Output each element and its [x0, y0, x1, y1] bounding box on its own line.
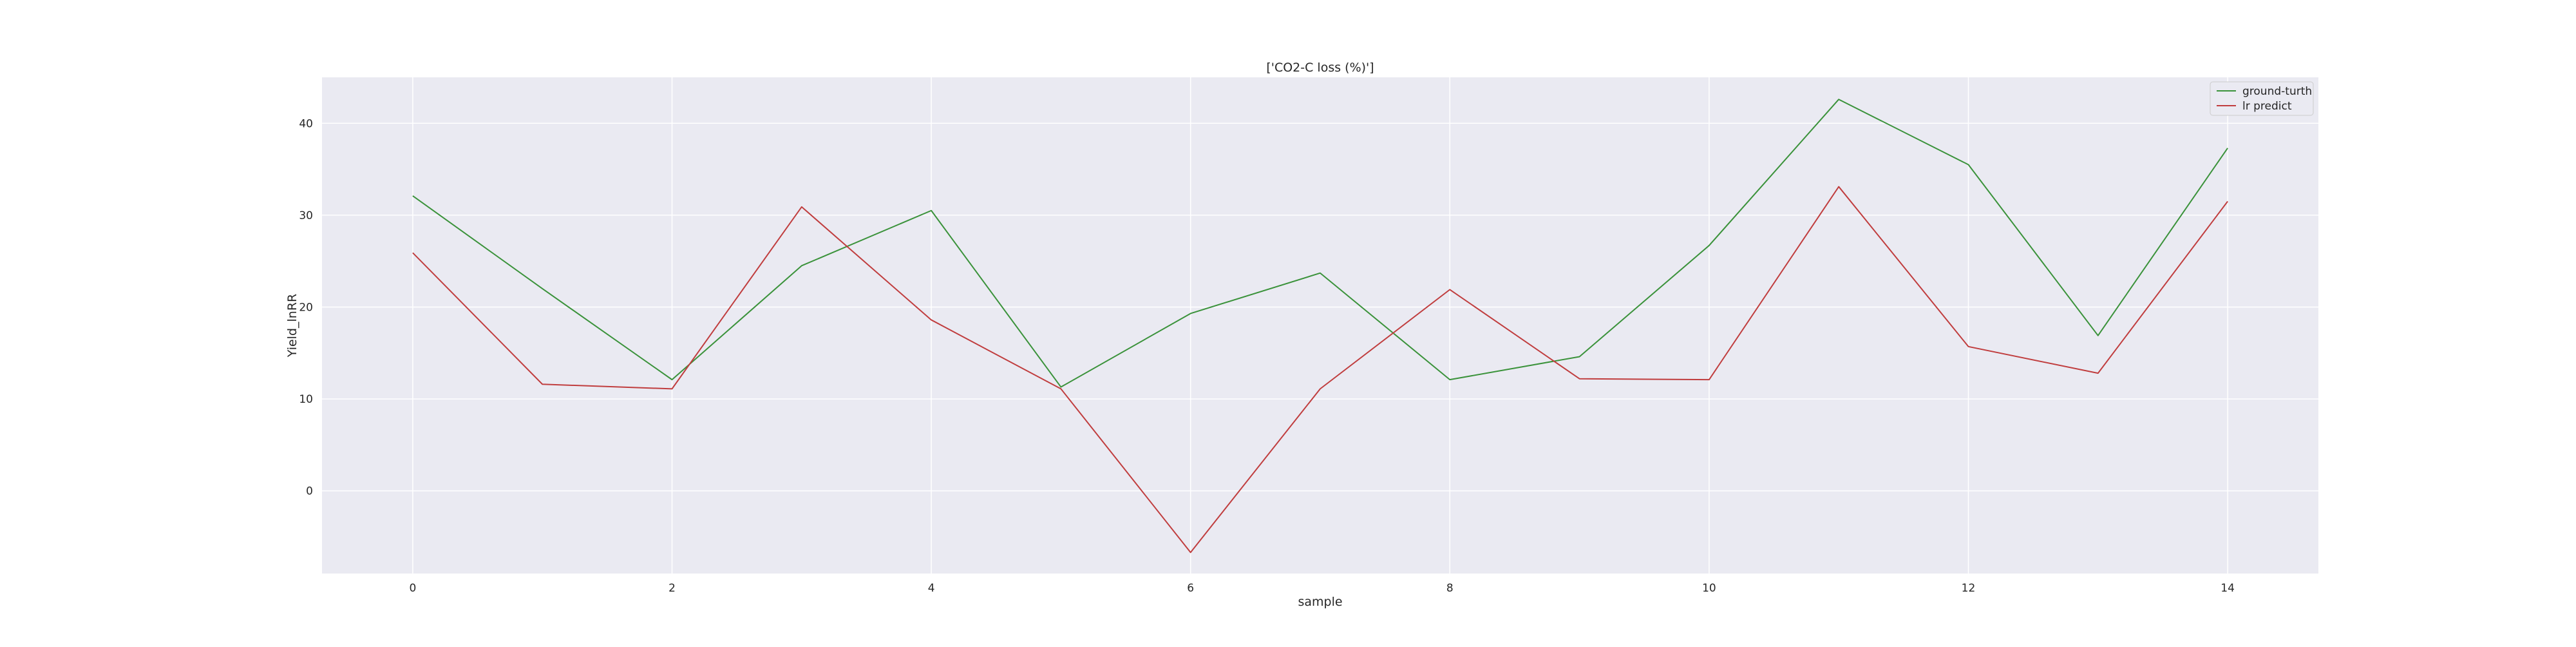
plot-area-background: [322, 77, 2318, 574]
y-tick-label: 40: [299, 117, 313, 130]
y-axis-title: Yield_lnRR: [285, 294, 299, 358]
x-tick-label: 14: [2221, 582, 2235, 595]
series-line-lr-predict: [412, 186, 2228, 554]
y-tick-labels: 0 10 20 30 40: [299, 117, 313, 497]
legend-label-lr-predict: lr predict: [2242, 100, 2292, 113]
x-tick-labels: 0 2 4 6 8 10 12 14: [409, 582, 2234, 595]
series-line-ground-turth: [412, 99, 2228, 388]
y-tick-label: 30: [299, 209, 313, 222]
x-tick-label: 2: [668, 582, 676, 595]
x-tick-label: 12: [1962, 582, 1976, 595]
legend: ground-turth lr predict: [2210, 81, 2314, 116]
x-tick-label: 10: [1702, 582, 1716, 595]
x-tick-label: 6: [1187, 582, 1194, 595]
x-tick-label: 4: [928, 582, 935, 595]
series-lines: [412, 99, 2228, 554]
grid-lines: [322, 77, 2318, 574]
y-tick-label: 10: [299, 393, 313, 406]
y-tick-label: 20: [299, 301, 313, 314]
y-tick-label: 0: [306, 485, 313, 498]
chart-title: ['CO2-C loss (%)']: [1266, 61, 1374, 75]
x-tick-label: 8: [1446, 582, 1454, 595]
x-tick-label: 0: [409, 582, 416, 595]
x-axis-title: sample: [1298, 595, 1342, 609]
legend-label-ground-turth: ground-turth: [2242, 85, 2312, 98]
